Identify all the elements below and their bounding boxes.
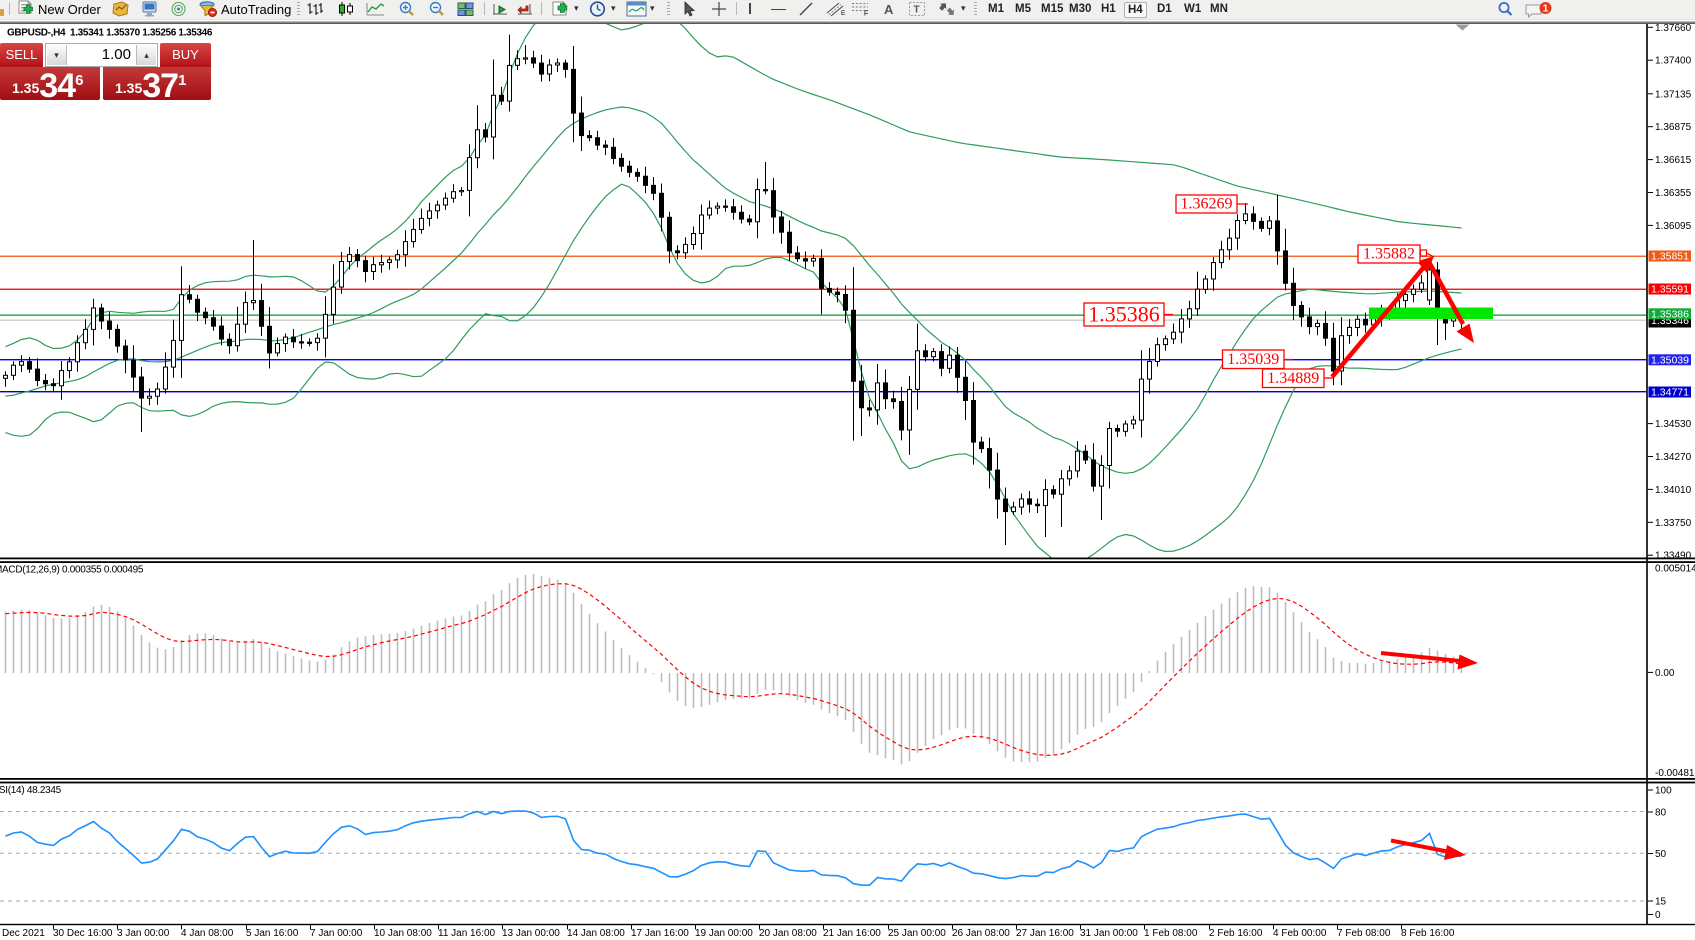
svg-text:7 Jan 00:00: 7 Jan 00:00 <box>310 928 363 939</box>
svg-text:-0.004812: -0.004812 <box>1655 768 1695 779</box>
svg-text:27 Jan 16:00: 27 Jan 16:00 <box>1016 928 1074 939</box>
svg-text:11 Jan 16:00: 11 Jan 16:00 <box>438 928 496 939</box>
svg-text:1.36095: 1.36095 <box>1655 221 1692 232</box>
svg-text:1.35039: 1.35039 <box>1227 351 1279 368</box>
svg-text:80: 80 <box>1655 808 1667 819</box>
svg-text:1.35386: 1.35386 <box>1088 302 1160 327</box>
svg-text:1.33750: 1.33750 <box>1655 518 1692 529</box>
svg-text:1.35386: 1.35386 <box>1651 308 1689 320</box>
svg-text:1.34270: 1.34270 <box>1655 452 1692 463</box>
svg-text:1.34530: 1.34530 <box>1655 419 1692 430</box>
svg-text:0: 0 <box>1655 910 1661 921</box>
svg-text:MACD(12,26,9) 0.000355 0.00049: MACD(12,26,9) 0.000355 0.000495 <box>0 565 144 576</box>
svg-text:5 Jan 16:00: 5 Jan 16:00 <box>246 928 299 939</box>
svg-text:26 Jan 08:00: 26 Jan 08:00 <box>952 928 1010 939</box>
svg-text:20 Jan 08:00: 20 Jan 08:00 <box>759 928 817 939</box>
svg-text:7 Feb 08:00: 7 Feb 08:00 <box>1337 928 1391 939</box>
svg-text:17 Jan 16:00: 17 Jan 16:00 <box>631 928 689 939</box>
svg-text:1.36875: 1.36875 <box>1655 122 1692 133</box>
svg-text:1.37135: 1.37135 <box>1655 89 1692 100</box>
svg-text:1.36615: 1.36615 <box>1655 155 1692 166</box>
svg-text:RSI(14) 48.2345: RSI(14) 48.2345 <box>0 785 62 796</box>
svg-text:25 Jan 00:00: 25 Jan 00:00 <box>888 928 946 939</box>
svg-text:1.35039: 1.35039 <box>1651 354 1689 366</box>
svg-text:1.33490: 1.33490 <box>1655 551 1692 562</box>
svg-text:19 Jan 00:00: 19 Jan 00:00 <box>695 928 753 939</box>
svg-text:0.005014: 0.005014 <box>1655 564 1695 575</box>
svg-text:1.34771: 1.34771 <box>1651 387 1689 399</box>
svg-text:1.35882: 1.35882 <box>1363 246 1415 263</box>
svg-text:1: 1 <box>1543 4 1549 15</box>
svg-text:1.37400: 1.37400 <box>1655 56 1692 67</box>
svg-text:1.35591: 1.35591 <box>1651 284 1689 296</box>
svg-text:4 Jan 08:00: 4 Jan 08:00 <box>181 928 234 939</box>
svg-text:50: 50 <box>1655 849 1667 860</box>
svg-text:1 Feb 08:00: 1 Feb 08:00 <box>1144 928 1198 939</box>
svg-text:4 Feb 00:00: 4 Feb 00:00 <box>1273 928 1327 939</box>
svg-text:Dec 2021: Dec 2021 <box>2 928 45 939</box>
svg-text:1.37660: 1.37660 <box>1655 23 1692 34</box>
svg-text:8 Feb 16:00: 8 Feb 16:00 <box>1401 928 1455 939</box>
svg-text:15: 15 <box>1655 897 1667 908</box>
svg-text:1.36269: 1.36269 <box>1181 196 1233 213</box>
svg-text:1.35851: 1.35851 <box>1651 251 1689 263</box>
svg-text:3 Jan 00:00: 3 Jan 00:00 <box>117 928 170 939</box>
svg-text:30 Dec 16:00: 30 Dec 16:00 <box>53 928 113 939</box>
svg-text:13 Jan 00:00: 13 Jan 00:00 <box>502 928 560 939</box>
svg-text:14 Jan 08:00: 14 Jan 08:00 <box>567 928 625 939</box>
svg-text:F: F <box>864 11 868 18</box>
svg-text:GBPUSD-,H4 1.35341 1.35370 1.: GBPUSD-,H4 1.35341 1.35370 1.35256 1.353… <box>7 28 213 39</box>
svg-text:31 Jan 00:00: 31 Jan 00:00 <box>1080 928 1138 939</box>
svg-text:10 Jan 08:00: 10 Jan 08:00 <box>374 928 432 939</box>
svg-text:T: T <box>914 5 920 16</box>
svg-text:1.34889: 1.34889 <box>1267 370 1319 387</box>
svg-text:2 Feb 16:00: 2 Feb 16:00 <box>1209 928 1263 939</box>
svg-text:0.00: 0.00 <box>1655 668 1675 679</box>
svg-text:1.34010: 1.34010 <box>1655 485 1692 496</box>
svg-text:100: 100 <box>1655 786 1672 797</box>
svg-text:1.36355: 1.36355 <box>1655 188 1692 199</box>
svg-text:E: E <box>841 10 846 17</box>
svg-text:21 Jan 16:00: 21 Jan 16:00 <box>823 928 881 939</box>
